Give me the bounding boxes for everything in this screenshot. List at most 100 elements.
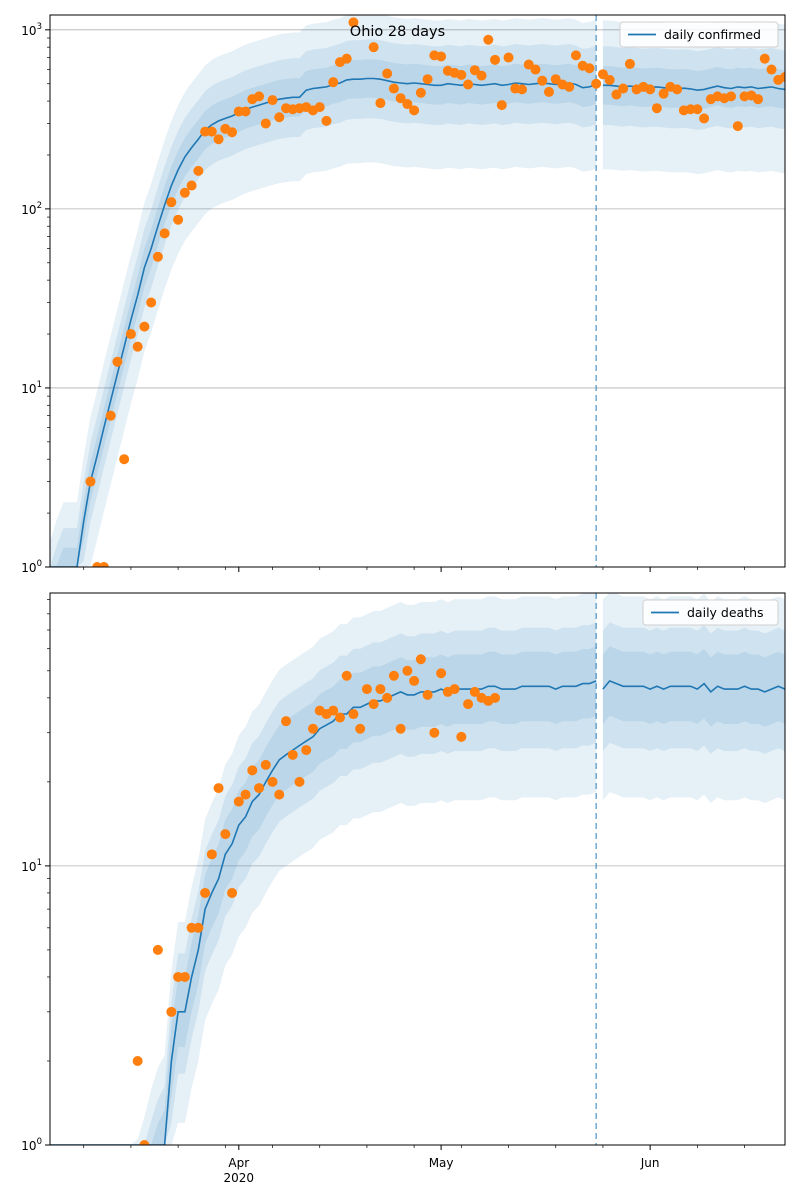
data-point	[240, 106, 251, 117]
data-point	[213, 134, 224, 145]
data-point	[415, 87, 426, 98]
data-point	[672, 84, 683, 95]
data-point	[422, 689, 433, 700]
data-point	[260, 118, 271, 129]
data-point	[328, 77, 339, 88]
data-point	[267, 95, 278, 106]
confidence-band	[50, 622, 597, 1145]
y-tick-label: 102	[21, 201, 42, 217]
y-tick-exp: 3	[37, 22, 42, 32]
data-point	[206, 126, 217, 137]
axes-frame	[49, 14, 786, 568]
data-point	[382, 68, 393, 79]
data-point	[281, 716, 292, 727]
data-point	[132, 1055, 143, 1066]
confidence-band	[50, 15, 597, 567]
data-point	[294, 776, 305, 787]
data-point	[301, 745, 312, 756]
confidence-band	[602, 646, 785, 727]
data-point	[159, 228, 170, 239]
data-point	[429, 727, 440, 738]
legend-box	[619, 21, 779, 48]
y-tick-label: 101	[21, 858, 42, 874]
confidence-band	[602, 593, 785, 803]
y-tick-exp: 2	[37, 201, 42, 211]
data-point	[651, 103, 662, 114]
data-point	[699, 113, 710, 124]
confidence-band	[50, 646, 597, 1145]
legend-label: daily confirmed	[664, 27, 761, 42]
data-point	[368, 42, 379, 53]
data-point	[139, 321, 150, 332]
data-point	[483, 34, 494, 45]
confidence-band	[602, 66, 785, 110]
data-point	[550, 74, 561, 85]
data-point	[395, 723, 406, 734]
data-point	[112, 356, 123, 367]
data-point	[173, 214, 184, 225]
data-point	[368, 699, 379, 710]
data-point	[314, 102, 325, 113]
y-tick-label: 101	[21, 380, 42, 396]
data-point	[233, 796, 244, 807]
data-point	[125, 329, 136, 340]
data-point	[146, 297, 157, 308]
data-point	[766, 64, 777, 75]
data-point	[490, 692, 501, 703]
data-point	[449, 684, 460, 695]
model-line	[602, 679, 785, 694]
data-point	[503, 52, 514, 63]
data-point	[409, 105, 420, 116]
data-point	[213, 783, 224, 794]
data-point	[240, 789, 251, 800]
y-tick-base: 10	[21, 203, 36, 217]
data-point	[267, 776, 278, 787]
x-tick-label: May	[429, 1156, 454, 1170]
y-tick-base: 10	[21, 24, 36, 38]
plot-area	[50, 593, 785, 1145]
data-point	[436, 51, 447, 62]
data-point	[530, 64, 541, 75]
data-point	[355, 723, 366, 734]
data-point	[274, 789, 285, 800]
confidence-band	[602, 46, 785, 130]
data-point	[348, 17, 359, 28]
y-tick-exp: 0	[37, 1137, 42, 1147]
data-point	[348, 709, 359, 720]
confidence-band	[602, 20, 785, 175]
data-point	[564, 81, 575, 92]
data-point	[604, 74, 615, 85]
y-tick-base: 10	[21, 1139, 36, 1153]
data-point	[375, 684, 386, 695]
data-point	[388, 83, 399, 94]
data-point	[179, 187, 190, 198]
data-point	[98, 562, 109, 567]
model-line	[50, 77, 597, 567]
y-tick-exp: 1	[37, 380, 42, 390]
data-point	[254, 91, 265, 102]
data-point	[179, 971, 190, 982]
data-point	[753, 94, 764, 105]
data-point	[152, 944, 163, 955]
y-tick-base: 10	[21, 860, 36, 874]
data-point	[388, 670, 399, 681]
data-point	[307, 723, 318, 734]
data-point	[409, 675, 420, 686]
data-point	[220, 829, 231, 840]
data-point	[334, 712, 345, 723]
data-point	[193, 165, 204, 176]
data-point	[328, 705, 339, 716]
data-point	[570, 50, 581, 61]
data-point	[422, 74, 433, 85]
legend: daily deaths	[642, 599, 779, 626]
y-tick-label: 103	[21, 22, 42, 38]
data-point	[780, 72, 785, 83]
data-point	[402, 665, 413, 676]
chart-title: Ohio 28 days	[350, 24, 445, 40]
data-point	[645, 84, 656, 95]
data-point	[193, 922, 204, 933]
y-tick-base: 10	[21, 561, 36, 575]
